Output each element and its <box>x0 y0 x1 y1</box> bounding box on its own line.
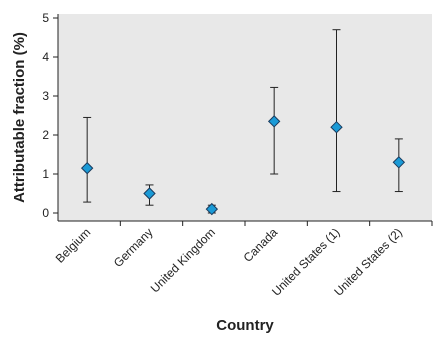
y-tick-label: 1 <box>42 167 49 181</box>
data-point-marker <box>392 156 406 169</box>
y-axis-title: Attributable fraction (%) <box>11 32 28 203</box>
plot-background <box>58 14 432 221</box>
data-points <box>80 115 406 216</box>
y-tick-label: 0 <box>42 206 49 220</box>
data-point-marker <box>143 187 156 200</box>
y-tick-label: 4 <box>42 50 49 64</box>
y-tick-label: 5 <box>42 11 49 25</box>
x-tick-label: United States (2) <box>331 225 405 299</box>
y-axis: 0 1 2 3 4 5 <box>42 11 59 221</box>
y-tick-label: 2 <box>42 128 49 142</box>
y-tick-label: 3 <box>42 89 49 103</box>
x-tick-label: Belgium <box>53 225 94 266</box>
x-axis-title: Country <box>216 317 274 334</box>
x-tick-label: Canada <box>241 225 281 265</box>
data-point-marker <box>205 202 219 216</box>
data-point-marker <box>267 115 281 128</box>
x-tick-label: Germany <box>111 225 156 270</box>
data-point-marker <box>330 120 343 134</box>
data-point-marker <box>80 161 94 175</box>
x-tick-label: United Kingdom <box>148 225 218 295</box>
